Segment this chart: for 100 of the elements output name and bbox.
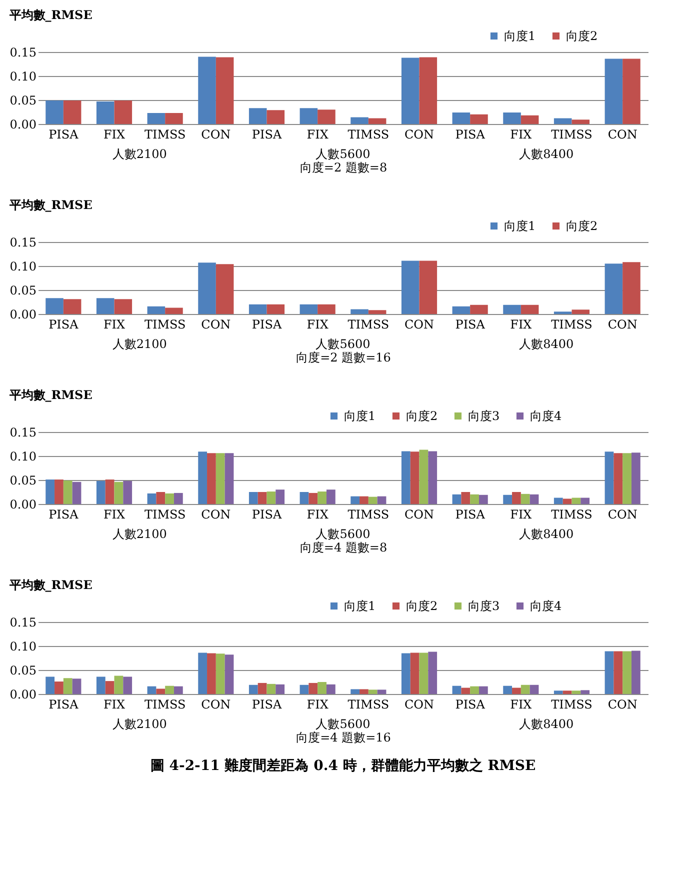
bar <box>452 686 462 694</box>
bar <box>622 58 640 124</box>
legend-label: 向度1 <box>344 409 376 423</box>
bar <box>622 262 640 314</box>
y-tick-label: 0.00 <box>10 308 36 322</box>
y-tick-label: 0.05 <box>10 284 36 298</box>
bar <box>96 676 106 694</box>
legend-label: 向度1 <box>504 219 536 233</box>
bar <box>512 492 521 504</box>
bar <box>198 262 216 314</box>
bar <box>147 306 166 314</box>
bar <box>554 498 563 504</box>
bar <box>165 308 183 314</box>
bar <box>165 112 183 124</box>
bar <box>96 480 106 504</box>
bar <box>614 651 623 694</box>
bar <box>63 100 82 124</box>
x-tick-label: CON <box>201 318 231 332</box>
bar <box>216 654 225 694</box>
bar <box>198 56 216 124</box>
bar <box>470 686 479 694</box>
bar <box>503 686 512 694</box>
bar <box>114 676 124 694</box>
bar <box>470 304 488 314</box>
bar <box>248 684 258 694</box>
x-tick-label: TIMSS <box>144 698 186 712</box>
legend-label: 向度2 <box>566 29 598 43</box>
text: 人數2100 <box>112 147 167 161</box>
bar <box>46 100 64 124</box>
bar <box>350 689 360 694</box>
bar <box>461 688 470 694</box>
bar <box>46 676 55 694</box>
x-tick-label: PISA <box>252 318 282 332</box>
bar <box>54 682 64 694</box>
text: 人數2100 <box>112 527 167 541</box>
bar <box>216 264 234 314</box>
bar <box>631 650 640 694</box>
bar <box>401 260 420 314</box>
y-tick-label: 0.10 <box>10 450 36 464</box>
bar <box>419 450 428 504</box>
x-tick-label: FIX <box>103 698 126 712</box>
x-tick-label: FIX <box>103 128 126 142</box>
bar <box>604 58 623 124</box>
bar <box>156 688 166 694</box>
bar <box>248 492 258 504</box>
bar <box>368 118 386 124</box>
bar <box>428 451 438 504</box>
legend-label: 向度2 <box>566 219 598 233</box>
caption: 圖 4-2-11 難度間差距為 0.4 時，群體能力平均數之 RMSE <box>150 757 536 774</box>
legend-label: 向度2 <box>406 599 438 613</box>
bar <box>114 100 132 124</box>
bar <box>318 492 326 504</box>
x-tick-label: TIMSS <box>144 508 186 522</box>
text: 人數5600 <box>316 527 370 541</box>
bar <box>562 690 572 694</box>
bar <box>308 492 318 504</box>
text: 人數8400 <box>519 527 574 541</box>
x-tick-label: CON <box>404 508 434 522</box>
x-tick-label: TIMSS <box>144 318 186 332</box>
bar <box>350 309 368 314</box>
x-tick-label: TIMSS <box>144 128 186 142</box>
bar <box>410 452 420 504</box>
bar <box>248 304 267 314</box>
bar <box>530 494 539 504</box>
bar <box>360 689 368 694</box>
bar <box>105 480 114 504</box>
bar <box>428 652 438 694</box>
bar <box>96 298 114 314</box>
bar <box>248 108 267 124</box>
bar <box>580 498 590 504</box>
bar <box>350 496 360 504</box>
bar <box>452 112 470 124</box>
y-tick-label: 0.15 <box>10 426 36 440</box>
bar <box>326 684 336 694</box>
bar <box>54 480 64 504</box>
y-tick-label: 0.15 <box>10 236 36 250</box>
x-tick-label: TIMSS <box>348 318 390 332</box>
bar <box>368 496 378 504</box>
x-tick-label: PISA <box>455 128 486 142</box>
bar <box>360 496 368 504</box>
x-tick-label: CON <box>608 698 638 712</box>
bar <box>419 260 438 314</box>
legend-label: 向度4 <box>530 599 562 613</box>
bar <box>207 453 216 504</box>
x-tick-label: PISA <box>252 508 282 522</box>
bar <box>377 690 386 694</box>
bar <box>216 57 234 124</box>
bar <box>224 453 234 504</box>
x-tick-label: CON <box>404 128 434 142</box>
legend-label: 向度4 <box>530 409 562 423</box>
x-tick-label: TIMSS <box>348 698 390 712</box>
x-axis-title: 向度=4 題數=16 <box>296 730 391 744</box>
bar <box>377 496 386 504</box>
bar <box>147 493 156 504</box>
bar <box>318 682 326 694</box>
bar <box>368 310 386 314</box>
bar <box>123 480 132 504</box>
text: 人數5600 <box>316 147 370 161</box>
bar <box>276 490 285 504</box>
bar <box>503 304 521 314</box>
